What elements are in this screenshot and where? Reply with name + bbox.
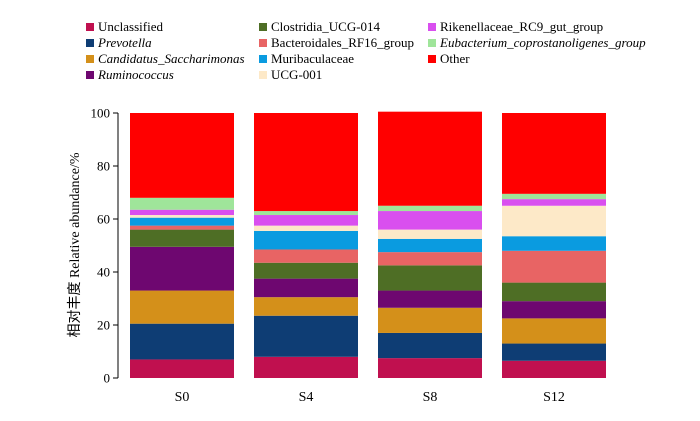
legend-entry: Muribaculaceae — [271, 51, 354, 66]
y-tick-label: 40 — [97, 265, 110, 280]
bar-segment — [378, 290, 482, 308]
legend-entry: Eubacterium_coprostanoligenes_group — [439, 35, 646, 50]
bar-segment — [254, 356, 358, 378]
bar-segment — [502, 250, 606, 283]
legend-swatch — [259, 55, 267, 63]
bar-segment — [378, 307, 482, 333]
legend-swatch — [86, 71, 94, 79]
bar-segment — [254, 297, 358, 316]
bar-segment — [378, 238, 482, 253]
bar-segment — [130, 323, 234, 360]
bar-segment — [502, 360, 606, 378]
legend-swatch — [259, 71, 267, 79]
legend-swatch — [86, 55, 94, 63]
y-tick-label: 0 — [104, 371, 111, 386]
bar-segment — [502, 318, 606, 344]
legend-entry: Bacteroidales_RF16_group — [271, 35, 414, 50]
bar-segment — [502, 236, 606, 251]
legend-swatch — [259, 39, 267, 47]
legend-entry: Ruminococcus — [97, 67, 174, 82]
bar-segment — [254, 211, 358, 216]
bar-segment — [254, 225, 358, 231]
bar-segment — [502, 193, 606, 200]
legend-entry: Rikenellaceae_RC9_gut_group — [440, 19, 603, 34]
x-tick-label: S12 — [543, 390, 565, 405]
bar-segment — [502, 113, 606, 194]
legend-swatch — [86, 23, 94, 31]
bar-segment — [254, 113, 358, 212]
bar-segment — [378, 332, 482, 359]
legend-swatch — [86, 39, 94, 47]
bar-segment — [130, 229, 234, 247]
legend-entry: Other — [440, 51, 470, 66]
bar-segment — [502, 301, 606, 319]
y-axis-label: 相对丰度 Relative abundance/% — [67, 152, 83, 337]
legend-swatch — [428, 55, 436, 63]
bar-segment — [502, 282, 606, 302]
legend-swatch — [259, 23, 267, 31]
y-tick-label: 80 — [97, 159, 110, 174]
bar-segment — [378, 358, 482, 378]
x-tick-label: S8 — [423, 390, 438, 405]
x-tick-label: S0 — [175, 390, 190, 405]
bar-segment — [254, 215, 358, 226]
bar-segment — [130, 225, 234, 230]
legend-entry: Clostridia_UCG-014 — [271, 19, 381, 34]
bar-segment — [130, 217, 234, 226]
bar-segment — [130, 215, 234, 218]
bar-segment — [502, 205, 606, 237]
bar-segment — [378, 211, 482, 230]
legend-entry: Unclassified — [98, 19, 163, 34]
plot-area: 0 20 40 60 80 100 S0 S4 S8 S12 — [91, 106, 606, 405]
bar-segment — [254, 249, 358, 263]
bar-segment — [130, 209, 234, 216]
bar-segment — [378, 229, 482, 239]
bar-segment — [130, 359, 234, 378]
legend: UnclassifiedPrevotellaCandidatus_Sacchar… — [86, 19, 646, 82]
bar-segment — [130, 197, 234, 210]
bar-segment — [254, 230, 358, 250]
bar-segment — [378, 111, 482, 206]
bar-segment — [254, 278, 358, 298]
bar-segment — [130, 246, 234, 291]
bar-segment — [378, 265, 482, 291]
y-tick-label: 100 — [91, 106, 111, 121]
legend-swatch — [428, 23, 436, 31]
legend-entry: UCG-001 — [271, 67, 322, 82]
y-tick-label: 20 — [97, 318, 110, 333]
bar-segment — [130, 113, 234, 198]
bar-segment — [254, 262, 358, 279]
bar-segment — [502, 343, 606, 361]
bar-segment — [254, 315, 358, 357]
legend-swatch — [428, 39, 436, 47]
bar-segment — [378, 205, 482, 212]
y-tick-label: 60 — [97, 212, 110, 227]
legend-entry: Prevotella — [97, 35, 152, 50]
bar-segment — [502, 199, 606, 206]
bar-segment — [378, 252, 482, 266]
legend-entry: Candidatus_Saccharimonas — [98, 51, 245, 66]
bar-segment — [130, 290, 234, 324]
x-tick-label: S4 — [299, 390, 314, 405]
